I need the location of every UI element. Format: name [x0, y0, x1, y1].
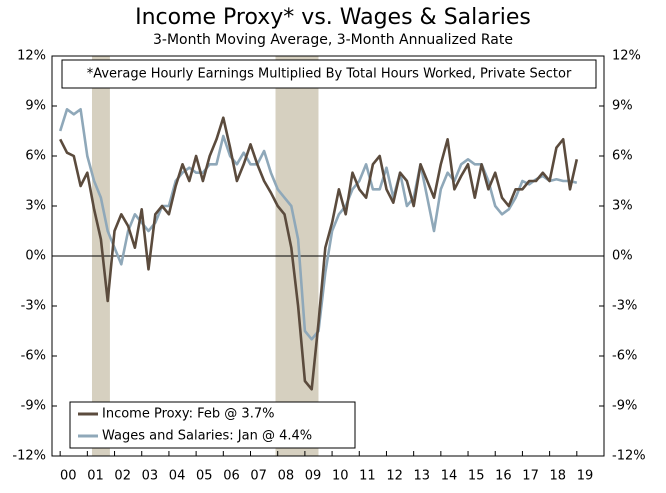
- y2-tick-label: -9%: [612, 399, 637, 414]
- x-tick-label: 06: [223, 469, 240, 484]
- x-tick-label: 14: [441, 469, 458, 484]
- x-tick-label: 01: [87, 469, 104, 484]
- x-tick-label: 15: [468, 469, 485, 484]
- y2-tick-label: 6%: [612, 149, 633, 164]
- y2-tick-label: 0%: [612, 249, 633, 264]
- x-tick-label: 03: [142, 469, 159, 484]
- annotation-box: [61, 59, 597, 89]
- y2-tick-label: 9%: [612, 99, 633, 114]
- y2-tick-label: -6%: [612, 349, 637, 364]
- y-tick-label: 3%: [25, 199, 46, 214]
- x-tick-label: 11: [359, 469, 376, 484]
- y2-tick-label: -3%: [612, 299, 637, 314]
- annotation: *Average Hourly Earnings Multiplied By T…: [87, 67, 572, 82]
- y2-tick-label: -12%: [612, 449, 646, 464]
- chart-title: Income Proxy* vs. Wages & Salaries: [135, 5, 531, 30]
- x-tick-label: 12: [386, 469, 403, 484]
- y-tick-label: 12%: [17, 49, 46, 64]
- x-tick-label: 04: [169, 469, 186, 484]
- y-tick-label: 9%: [25, 99, 46, 114]
- chart-subtitle: 3-Month Moving Average, 3-Month Annualiz…: [153, 32, 513, 48]
- y-tick-label: -9%: [21, 399, 46, 414]
- x-tick-label: 00: [60, 469, 77, 484]
- x-tick-label: 18: [549, 469, 566, 484]
- x-tick-label: 05: [196, 469, 213, 484]
- y2-tick-label: 3%: [612, 199, 633, 214]
- x-tick-label: 07: [250, 469, 267, 484]
- x-tick-label: 02: [114, 469, 131, 484]
- legend-label: Income Proxy: Feb @ 3.7%: [102, 407, 274, 422]
- y-tick-label: 0%: [25, 249, 46, 264]
- y-tick-label: -6%: [21, 349, 46, 364]
- series-line: [58, 108, 578, 341]
- series-line: [59, 116, 579, 391]
- x-tick-label: 09: [305, 469, 322, 484]
- x-tick-label: 16: [495, 469, 512, 484]
- y-tick-label: -12%: [12, 449, 46, 464]
- legend-box: [69, 401, 356, 449]
- y2-tick-label: 12%: [612, 49, 641, 64]
- x-tick-label: 08: [278, 469, 295, 484]
- x-tick-label: 10: [332, 469, 349, 484]
- y-tick-label: 6%: [25, 149, 46, 164]
- x-tick-label: 17: [522, 469, 539, 484]
- y-tick-label: -3%: [21, 299, 46, 314]
- x-tick-label: 19: [577, 469, 594, 484]
- legend-label: Wages and Salaries: Jan @ 4.4%: [102, 429, 312, 444]
- x-tick-label: 13: [414, 469, 431, 484]
